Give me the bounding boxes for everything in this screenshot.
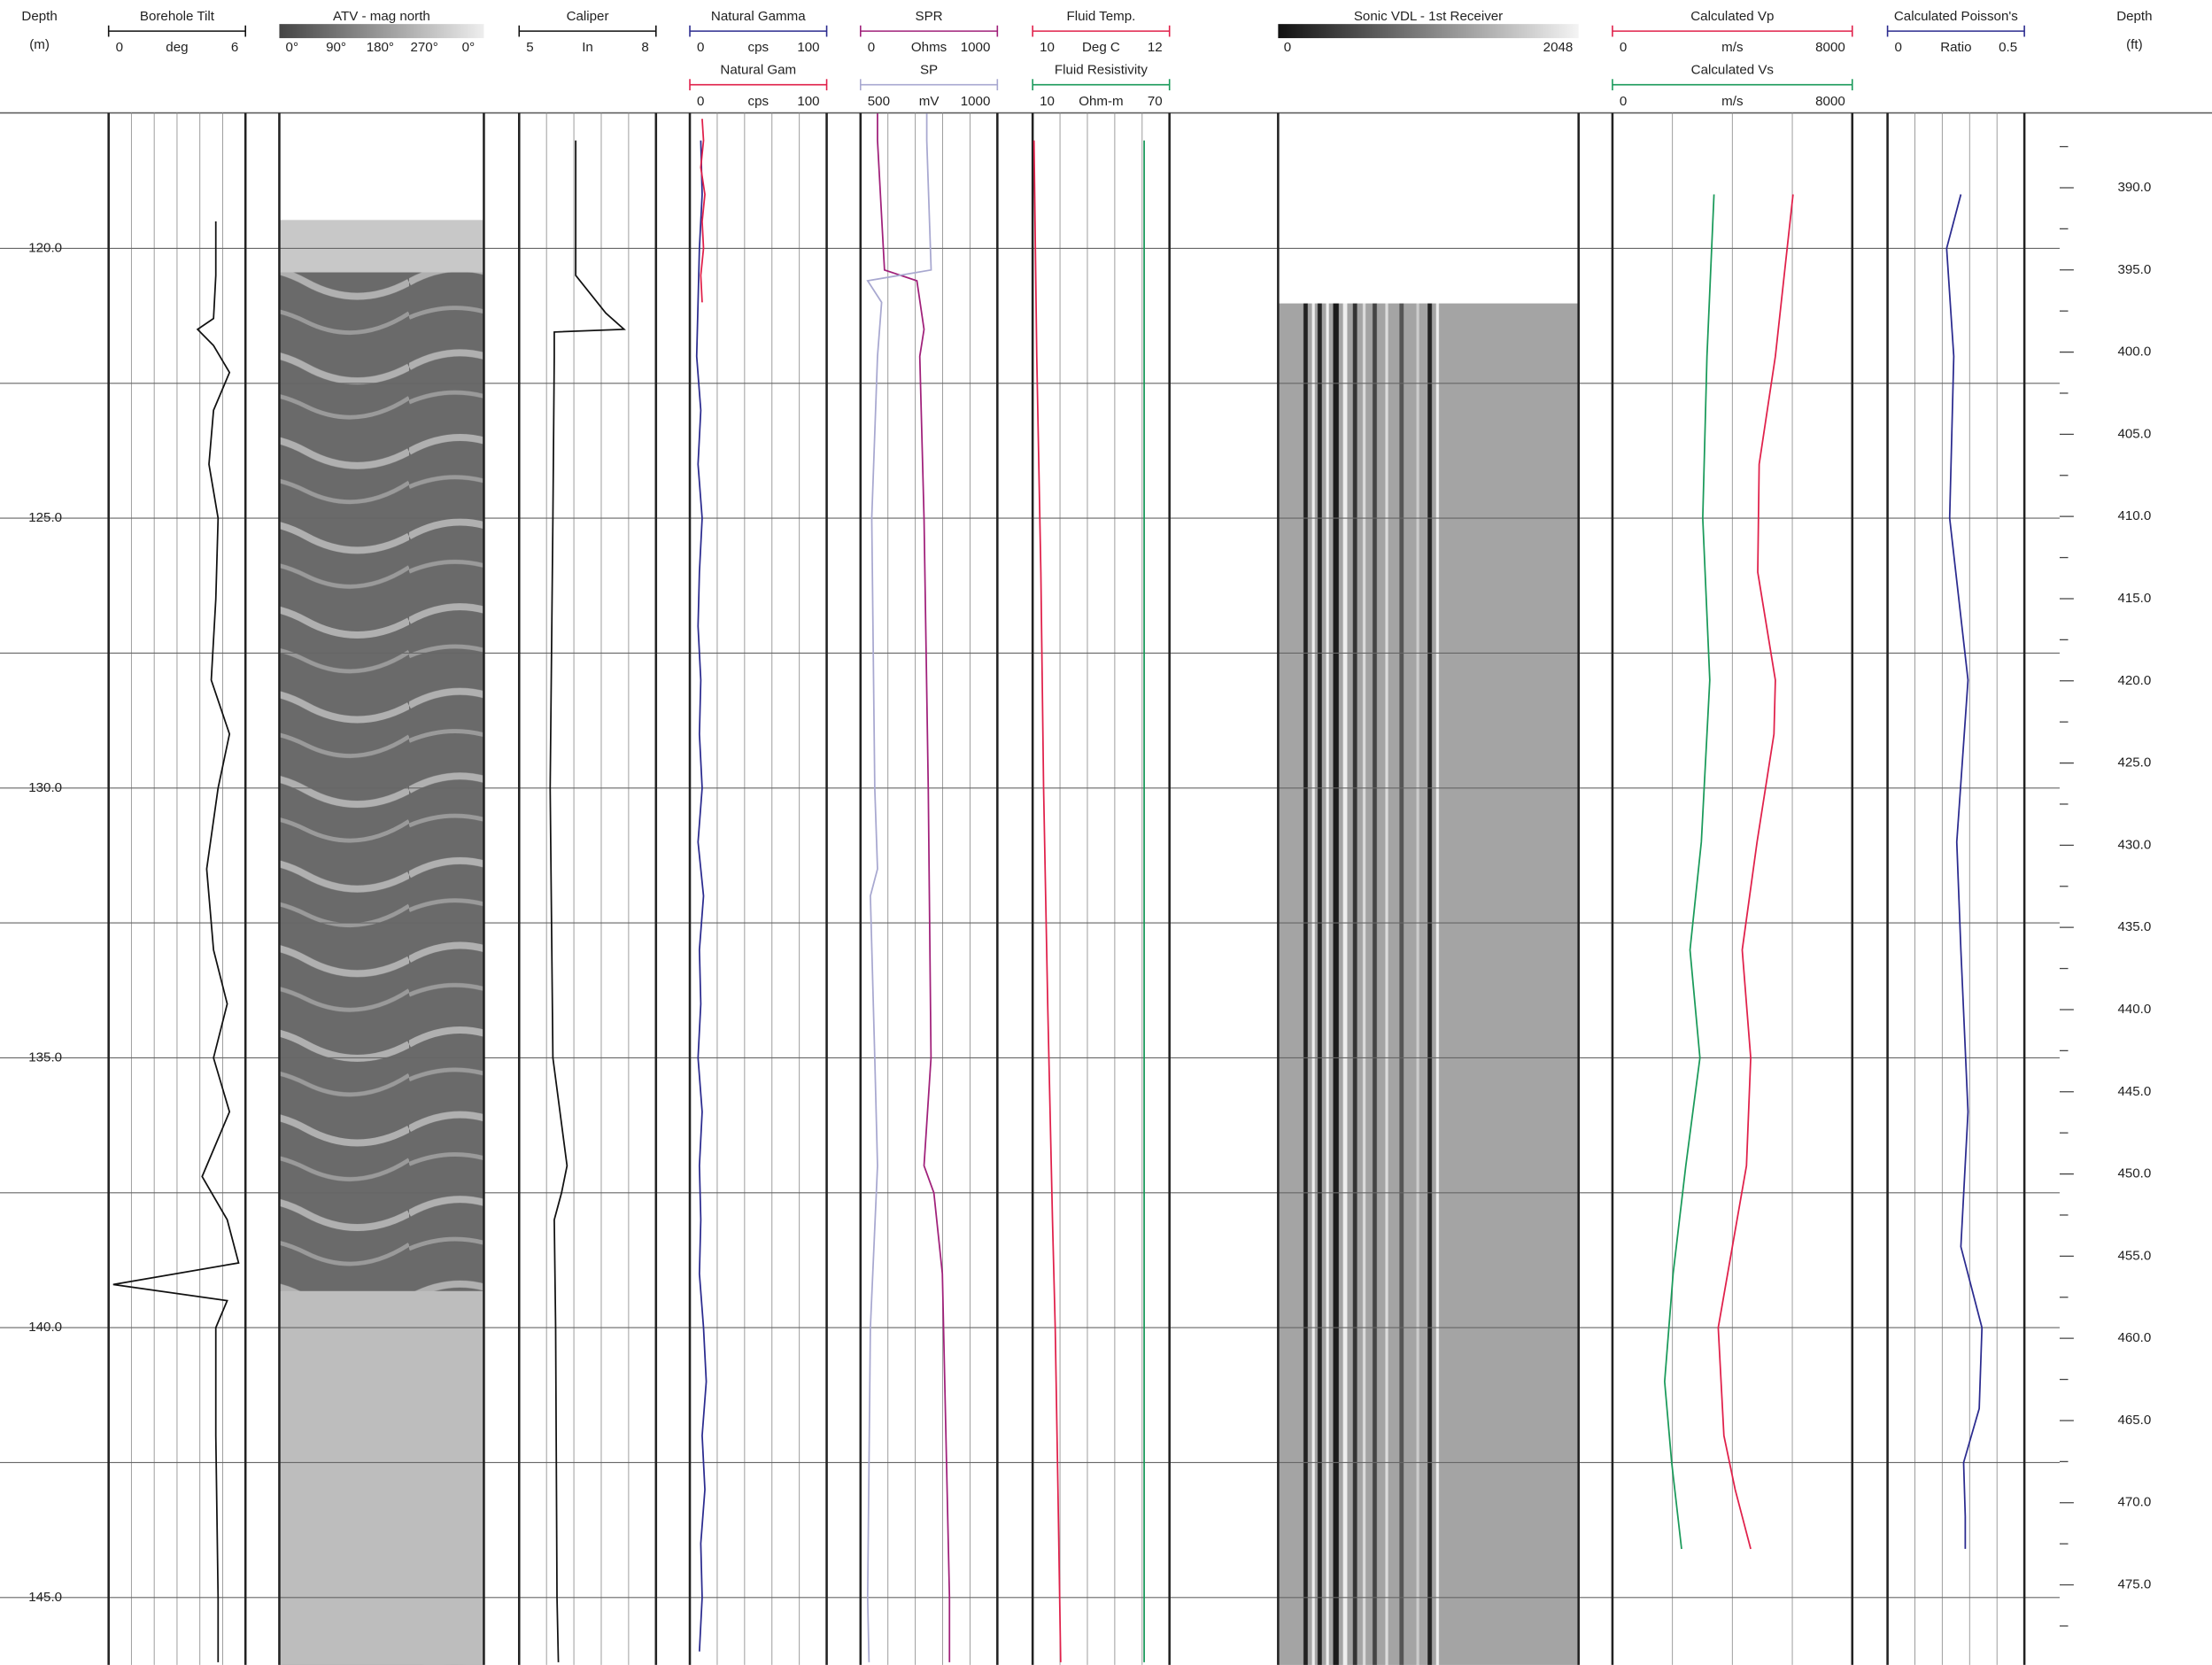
scale-max: 8000 xyxy=(1815,40,1845,55)
ft-tick-label: 410.0 xyxy=(2117,508,2151,523)
depth-tick-label: 140.0 xyxy=(28,1320,62,1335)
curve-title: Caliper xyxy=(567,9,609,24)
ft-tick-label: 460.0 xyxy=(2117,1330,2151,1345)
scale-unit: Ohm-m xyxy=(1079,94,1123,109)
scale-min: 10 xyxy=(1040,94,1055,109)
scale-unit: m/s xyxy=(1721,94,1744,109)
scale-unit: cps xyxy=(748,94,770,109)
log-curve xyxy=(549,140,626,1662)
scale-min: 0 xyxy=(697,40,704,55)
scale-min: 0 xyxy=(116,40,123,55)
curve-title: Fluid Resistivity xyxy=(1055,63,1148,78)
depth-unit: (m) xyxy=(29,37,50,52)
scale-max: 8 xyxy=(641,40,648,55)
scale-unit: mV xyxy=(919,94,940,109)
scale-min: 0 xyxy=(1284,40,1291,55)
log-curve xyxy=(700,119,706,303)
curve-title: Fluid Temp. xyxy=(1066,9,1135,24)
track-title: ATV - mag north xyxy=(333,9,430,24)
ft-tick-label: 465.0 xyxy=(2117,1413,2151,1428)
log-curve xyxy=(112,221,240,1662)
scale-max: 0.5 xyxy=(1999,40,2017,55)
scale-max: 70 xyxy=(1148,94,1163,109)
scale-min: 5 xyxy=(526,40,533,55)
curve-title: Calculated Vp xyxy=(1690,9,1774,24)
log-curve xyxy=(1663,194,1715,1550)
ft-tick-label: 445.0 xyxy=(2117,1084,2151,1099)
depth-tick-label: 135.0 xyxy=(28,1049,62,1065)
depth-title: Depth xyxy=(2116,9,2152,24)
scale-max: 12 xyxy=(1148,40,1163,55)
log-curve xyxy=(1033,140,1062,1662)
ft-tick-label: 425.0 xyxy=(2117,755,2151,771)
curve-title: Calculated Vs xyxy=(1691,63,1775,78)
scale-max: 100 xyxy=(797,40,819,55)
depth-tick-label: 120.0 xyxy=(28,240,62,255)
log-curve xyxy=(695,140,708,1652)
scale-unit: In xyxy=(582,40,593,55)
scale-label: 0° xyxy=(286,40,298,55)
ft-tick-label: 430.0 xyxy=(2117,837,2151,852)
scale-unit: cps xyxy=(748,40,770,55)
log-curve xyxy=(1717,194,1794,1550)
scale-min: 500 xyxy=(868,94,890,109)
scale-unit: Deg C xyxy=(1082,40,1120,55)
scale-label: 90° xyxy=(326,40,346,55)
curve-title: SP xyxy=(920,63,938,78)
scale-label: 0° xyxy=(462,40,475,55)
scale-min: 0 xyxy=(1895,40,1902,55)
scale-min: 0 xyxy=(868,40,875,55)
scale-min: 0 xyxy=(697,94,704,109)
depth-tick-label: 130.0 xyxy=(28,780,62,795)
scale-unit: deg xyxy=(166,40,188,55)
log-curve xyxy=(877,113,951,1662)
depth-tick-label: 145.0 xyxy=(28,1590,62,1605)
ft-tick-label: 405.0 xyxy=(2117,426,2151,441)
scale-max: 6 xyxy=(231,40,238,55)
scale-min: 0 xyxy=(1620,94,1627,109)
scale-max: 1000 xyxy=(961,94,991,109)
scale-max: 100 xyxy=(797,94,819,109)
scale-max: 1000 xyxy=(961,40,991,55)
ft-tick-label: 400.0 xyxy=(2117,345,2151,360)
curve-title: Natural Gam xyxy=(720,63,796,78)
scale-min: 0 xyxy=(1620,40,1627,55)
ft-tick-label: 450.0 xyxy=(2117,1166,2151,1181)
curve-title: Calculated Poisson's xyxy=(1894,9,2018,24)
atv-image-bottom xyxy=(279,1290,484,1665)
ft-tick-label: 455.0 xyxy=(2117,1248,2151,1263)
ft-tick-label: 390.0 xyxy=(2117,180,2151,195)
ft-tick-label: 435.0 xyxy=(2117,919,2151,934)
log-curve xyxy=(866,113,932,1662)
color-scale xyxy=(1278,24,1579,39)
curve-title: SPR xyxy=(916,9,943,24)
depth-tick-label: 125.0 xyxy=(28,510,62,525)
curve-title: Natural Gamma xyxy=(711,9,806,24)
depth-unit: (ft) xyxy=(2126,37,2142,52)
ft-tick-label: 420.0 xyxy=(2117,673,2151,688)
ft-tick-label: 475.0 xyxy=(2117,1577,2151,1592)
depth-title: Depth xyxy=(21,9,57,24)
scale-unit: Ratio xyxy=(1940,40,1971,55)
scale-label: 270° xyxy=(410,40,437,55)
ft-tick-label: 415.0 xyxy=(2117,591,2151,606)
track-title: Sonic VDL - 1st Receiver xyxy=(1354,9,1503,24)
scale-label: 180° xyxy=(367,40,394,55)
vdl-image xyxy=(1278,303,1579,1665)
curve-title: Borehole Tilt xyxy=(140,9,215,24)
ft-tick-label: 395.0 xyxy=(2117,262,2151,277)
ft-tick-label: 470.0 xyxy=(2117,1495,2151,1510)
scale-unit: Ohms xyxy=(911,40,947,55)
scale-max: 8000 xyxy=(1815,94,1845,109)
scale-min: 10 xyxy=(1040,40,1055,55)
log-curve xyxy=(1945,194,1984,1549)
ft-tick-label: 440.0 xyxy=(2117,1002,2151,1017)
atv-image-top xyxy=(279,220,484,273)
scale-unit: m/s xyxy=(1721,40,1744,55)
scale-max: 2048 xyxy=(1543,40,1574,55)
color-scale xyxy=(279,24,484,39)
